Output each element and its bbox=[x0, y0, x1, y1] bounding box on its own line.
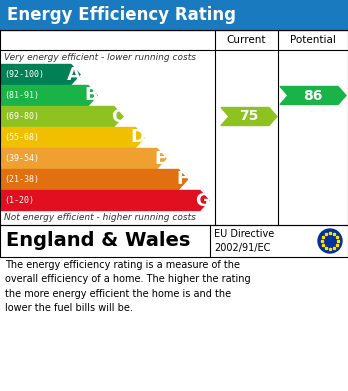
Text: (39-54): (39-54) bbox=[4, 154, 39, 163]
Text: Energy Efficiency Rating: Energy Efficiency Rating bbox=[7, 6, 236, 24]
Text: (21-38): (21-38) bbox=[4, 175, 39, 184]
Text: A: A bbox=[67, 66, 81, 84]
Text: C: C bbox=[111, 108, 124, 126]
Circle shape bbox=[318, 229, 342, 253]
Text: B: B bbox=[85, 86, 98, 104]
Text: F: F bbox=[176, 170, 189, 188]
Polygon shape bbox=[0, 65, 80, 84]
Text: England & Wales: England & Wales bbox=[6, 231, 190, 251]
Polygon shape bbox=[0, 86, 97, 106]
Polygon shape bbox=[280, 86, 346, 104]
Text: D: D bbox=[130, 129, 145, 147]
Text: EU Directive
2002/91/EC: EU Directive 2002/91/EC bbox=[214, 230, 274, 253]
Text: Current: Current bbox=[227, 35, 266, 45]
Text: Not energy efficient - higher running costs: Not energy efficient - higher running co… bbox=[4, 213, 196, 222]
Text: (1-20): (1-20) bbox=[4, 196, 34, 205]
Text: (55-68): (55-68) bbox=[4, 133, 39, 142]
Text: G: G bbox=[195, 192, 210, 210]
Text: Potential: Potential bbox=[290, 35, 336, 45]
Text: (81-91): (81-91) bbox=[4, 91, 39, 100]
Text: (92-100): (92-100) bbox=[4, 70, 44, 79]
Polygon shape bbox=[0, 149, 166, 169]
Polygon shape bbox=[0, 106, 123, 127]
Polygon shape bbox=[0, 190, 209, 210]
Bar bbox=[0, 0, 348, 30]
Text: 86: 86 bbox=[303, 88, 323, 102]
Text: Very energy efficient - lower running costs: Very energy efficient - lower running co… bbox=[4, 52, 196, 61]
Text: 75: 75 bbox=[239, 109, 259, 124]
Polygon shape bbox=[0, 127, 144, 147]
Bar bbox=[0, 225, 348, 257]
Text: The energy efficiency rating is a measure of the
overall efficiency of a home. T: The energy efficiency rating is a measur… bbox=[5, 260, 251, 313]
Polygon shape bbox=[0, 170, 188, 190]
Polygon shape bbox=[221, 108, 277, 126]
Text: E: E bbox=[155, 149, 167, 167]
Text: (69-80): (69-80) bbox=[4, 112, 39, 121]
